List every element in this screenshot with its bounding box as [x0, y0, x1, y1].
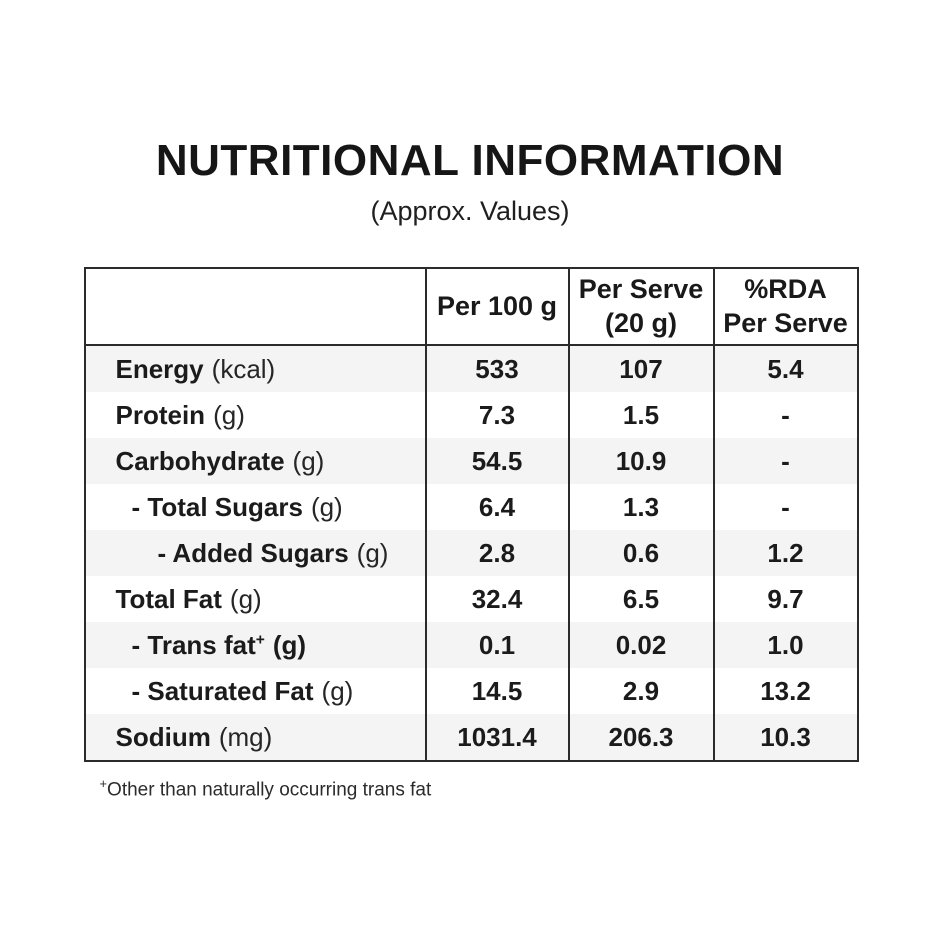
value-per-serve: 2.9: [567, 668, 714, 715]
table-row-trans-fat: - Trans fat+ (g) 0.1 0.02 1.0: [84, 622, 858, 669]
table-row-protein: Protein (g) 7.3 1.5 -: [84, 392, 858, 439]
nutrition-table: Per 100 g Per Serve (20 g) %RDA Per Serv…: [83, 267, 859, 763]
nutrient-label: - Trans fat+ (g): [85, 622, 426, 668]
value-per-serve: 6.5: [567, 576, 714, 623]
value-per-serve: 1.5: [567, 392, 714, 439]
header-row: Per 100 g Per Serve (20 g) %RDA Per Serv…: [84, 268, 858, 347]
value-rda: 1.2: [712, 530, 858, 577]
footnote-text: Other than naturally occurring trans fat: [107, 779, 432, 801]
value-per-serve: 0.6: [567, 530, 714, 577]
nutrient-name: - Saturated Fat: [131, 675, 314, 706]
value-rda: 10.3: [712, 714, 858, 762]
nutrient-unit: (g): [356, 537, 389, 568]
header-rda-line1: %RDA: [744, 273, 827, 304]
nutrient-name: Energy: [115, 353, 204, 384]
page-subtitle: (Approx. Values): [370, 196, 570, 227]
nutrient-name: - Added Sugars: [157, 537, 349, 568]
nutrient-unit: (g): [292, 445, 325, 476]
nutrient-unit: (kcal): [211, 353, 276, 384]
footnote-sup-marker: +: [99, 776, 108, 792]
nutrient-label: Sodium (mg): [85, 714, 426, 761]
value-rda: -: [712, 438, 858, 485]
value-rda: 13.2: [712, 668, 858, 715]
nutrient-label: - Added Sugars (g): [85, 530, 426, 576]
nutrient-unit: (g): [213, 399, 245, 430]
table-row-sodium: Sodium (mg) 1031.4 206.3 10.3: [84, 714, 858, 762]
table-row-total-sugars: - Total Sugars (g) 6.4 1.3 -: [84, 484, 858, 531]
header-per-100g-label: Per 100 g: [436, 290, 558, 321]
header-cell-per-100g: Per 100 g: [424, 268, 569, 347]
footnote: +Other than naturally occurring trans fa…: [84, 776, 857, 801]
value-per-100g: 7.3: [424, 392, 569, 439]
table-body: Energy (kcal) 533 107 5.4 Protein (g) 7.3 …: [84, 345, 858, 762]
value-per-100g: 32.4: [424, 576, 569, 623]
table-row-added-sugars: - Added Sugars (g) 2.8 0.6 1.2: [84, 530, 858, 577]
nutrient-label: - Saturated Fat (g): [85, 668, 426, 714]
nutrient-unit: (g): [310, 491, 343, 522]
nutrient-name: Sodium: [115, 721, 211, 752]
table-row-total-fat: Total Fat (g) 32.4 6.5 9.7: [84, 576, 858, 623]
nutrient-sup: +: [255, 631, 265, 649]
nutrient-unit: (mg): [218, 721, 273, 752]
header-per-serve-line1: Per Serve: [578, 273, 704, 304]
value-per-100g: 1031.4: [424, 714, 569, 762]
nutrient-name: Carbohydrate: [115, 445, 285, 476]
table-row-saturated-fat: - Saturated Fat (g) 14.5 2.9 13.2: [84, 668, 858, 715]
nutrient-name: - Trans fat: [131, 629, 256, 660]
value-per-100g: 533: [424, 345, 569, 393]
header-cell-blank: [84, 268, 426, 347]
value-rda: 9.7: [712, 576, 858, 623]
value-per-100g: 54.5: [424, 438, 569, 485]
value-rda: 1.0: [712, 622, 858, 669]
value-rda: -: [712, 484, 858, 531]
value-per-serve: 1.3: [567, 484, 714, 531]
value-rda: 5.4: [712, 345, 858, 393]
page-title: NUTRITIONAL INFORMATION: [155, 136, 785, 185]
page-content: NUTRITIONAL INFORMATION (Approx. Values)…: [83, 0, 859, 802]
header-rda-line2: Per Serve: [723, 307, 848, 338]
nutrient-label: Protein (g): [85, 392, 426, 438]
nutrient-label: Energy (kcal): [85, 345, 426, 392]
value-per-serve: 107: [567, 345, 714, 393]
nutrient-label: Carbohydrate (g): [85, 438, 426, 484]
nutrient-name: Protein: [115, 399, 206, 430]
table-row-energy: Energy (kcal) 533 107 5.4: [84, 345, 858, 393]
value-per-100g: 0.1: [424, 622, 569, 669]
nutrient-unit: (g): [229, 583, 262, 614]
header-cell-per-serve: Per Serve (20 g): [567, 268, 714, 347]
nutrient-name: - Total Sugars: [131, 491, 303, 522]
value-per-serve: 10.9: [567, 438, 714, 485]
header-cell-rda: %RDA Per Serve: [712, 268, 858, 347]
value-per-100g: 14.5: [424, 668, 569, 715]
table-row-carbohydrate: Carbohydrate (g) 54.5 10.9 -: [84, 438, 858, 485]
value-per-serve: 0.02: [567, 622, 714, 669]
nutrient-label: - Total Sugars (g): [85, 484, 426, 530]
nutrient-name: Total Fat: [115, 583, 222, 614]
value-per-serve: 206.3: [567, 714, 714, 762]
nutrient-unit: (g): [321, 675, 354, 706]
nutrient-unit: (g): [272, 629, 307, 660]
value-rda: -: [712, 392, 858, 439]
header-per-serve-line2: (20 g): [604, 307, 677, 338]
value-per-100g: 2.8: [424, 530, 569, 577]
table-header: Per 100 g Per Serve (20 g) %RDA Per Serv…: [84, 268, 858, 347]
value-per-100g: 6.4: [424, 484, 569, 531]
nutrient-label: Total Fat (g): [85, 576, 426, 622]
